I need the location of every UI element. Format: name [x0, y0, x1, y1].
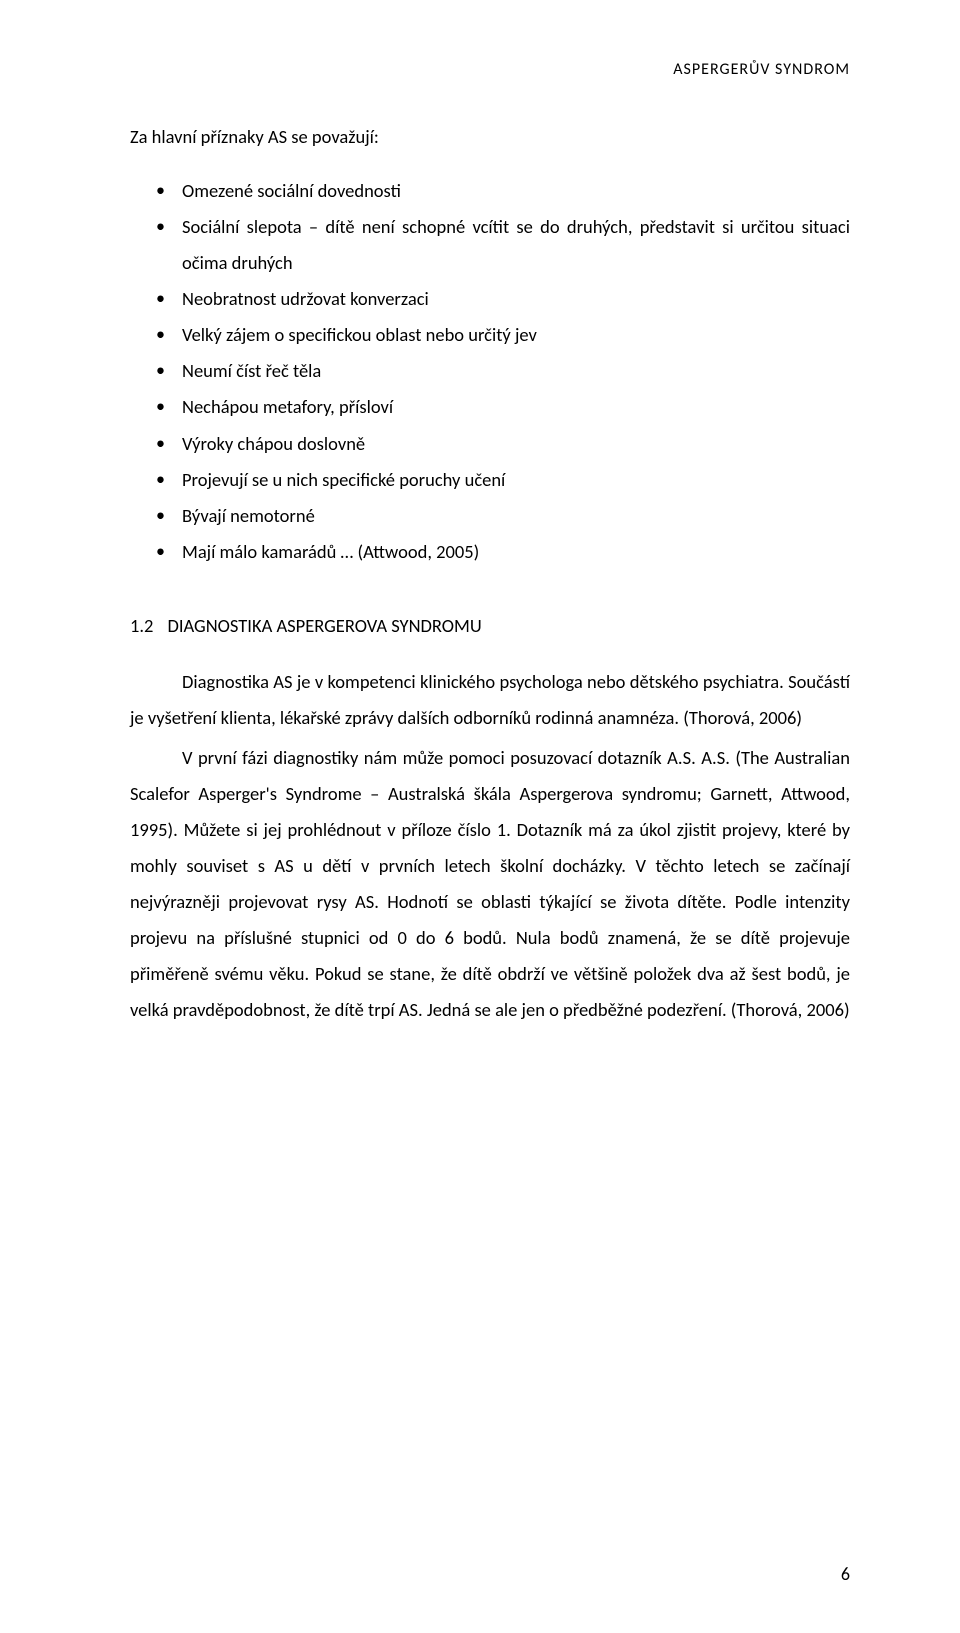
bullet-list: Omezené sociální dovednosti Sociální sle…	[130, 173, 850, 570]
list-item: Velký zájem o specifickou oblast nebo ur…	[130, 317, 850, 353]
page-number: 6	[841, 1563, 850, 1585]
paragraph: Diagnostika AS je v kompetenci klinickéh…	[130, 664, 850, 736]
list-item: Omezené sociální dovednosti	[130, 173, 850, 209]
list-item: Neumí číst řeč těla	[130, 353, 850, 389]
list-item: Projevují se u nich specifické poruchy u…	[130, 462, 850, 498]
body-text: Za hlavní příznaky AS se považují: Omeze…	[130, 119, 850, 1028]
section-title: DIAGNOSTIKA ASPERGEROVA SYNDROMU	[167, 614, 481, 637]
list-item: Neobratnost udržovat konverzaci	[130, 281, 850, 317]
list-item: Mají málo kamarádů … (Attwood, 2005)	[130, 534, 850, 570]
list-item: Výroky chápou doslovně	[130, 426, 850, 462]
intro-line: Za hlavní příznaky AS se považují:	[130, 119, 850, 155]
paragraph: V první fázi diagnostiky nám může pomoci…	[130, 740, 850, 1029]
section-heading: 1.2 DIAGNOSTIKA ASPERGEROVA SYNDROMU	[130, 608, 850, 644]
section-number: 1.2	[130, 614, 153, 637]
running-header: ASPERGERŮV SYNDROM	[130, 60, 850, 79]
list-item: Nechápou metafory, přísloví	[130, 389, 850, 425]
list-item: Bývají nemotorné	[130, 498, 850, 534]
page-container: ASPERGERŮV SYNDROM Za hlavní příznaky AS…	[0, 0, 960, 1633]
list-item: Sociální slepota – dítě není schopné vcí…	[130, 209, 850, 281]
